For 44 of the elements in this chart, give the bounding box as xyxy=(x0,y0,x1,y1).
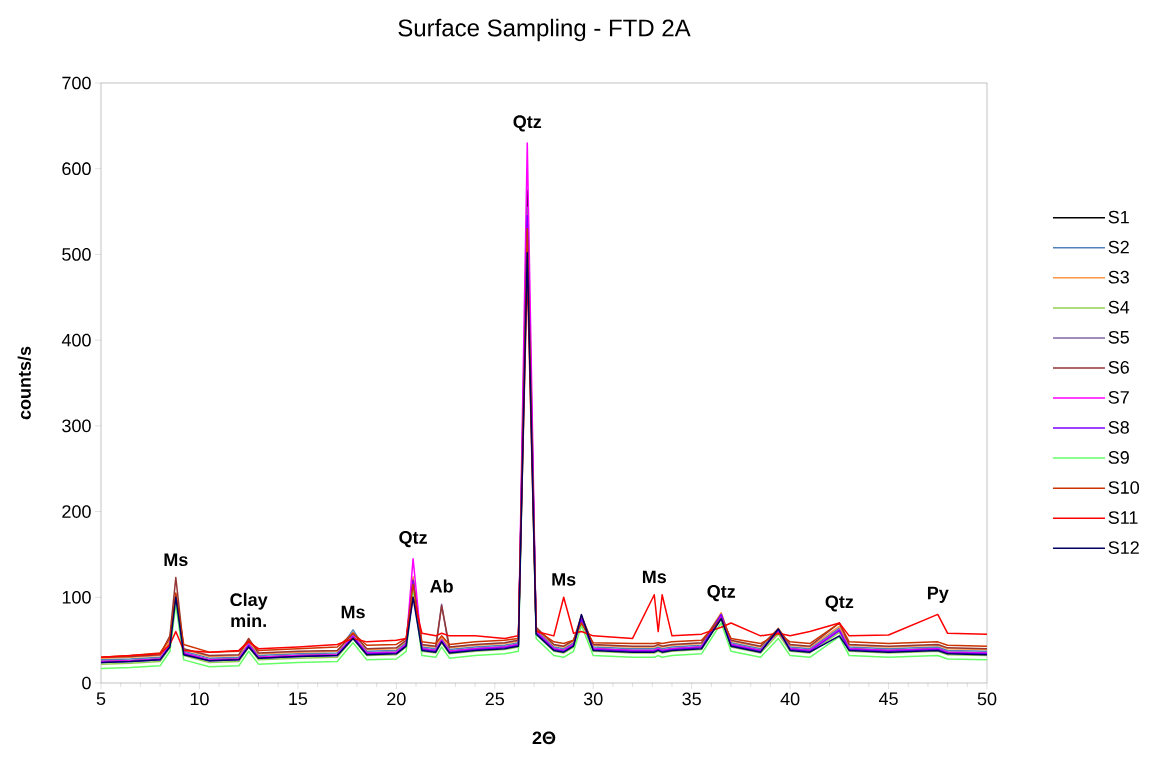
y-tick-label: 600 xyxy=(62,162,91,176)
legend-label: S9 xyxy=(1108,451,1129,464)
y-tick-label: 500 xyxy=(62,248,91,261)
legend-label: S12 xyxy=(1108,541,1139,554)
annotation: Qtz xyxy=(399,531,427,548)
y-tick-label: 0 xyxy=(82,676,91,690)
legend-label: S11 xyxy=(1108,511,1138,524)
x-tick-label: 30 xyxy=(583,692,603,706)
legend-label: S1 xyxy=(1108,210,1129,224)
y-tick-label: 200 xyxy=(62,505,91,518)
legend-label: S7 xyxy=(1108,391,1129,404)
y-tick-label: 300 xyxy=(62,419,91,433)
annotation: Clay min. xyxy=(230,592,268,627)
y-tick-label: 100 xyxy=(62,590,91,604)
annotation: Ms xyxy=(642,570,667,584)
x-tick-label: 50 xyxy=(977,692,997,706)
annotation: Py xyxy=(927,586,949,603)
annotation: Ms xyxy=(164,553,188,567)
legend-label: S2 xyxy=(1108,240,1129,254)
legend-label: S3 xyxy=(1108,270,1129,284)
x-tick-label: 25 xyxy=(485,692,505,706)
x-tick-label: 20 xyxy=(387,692,406,706)
annotation: Qtz xyxy=(513,115,542,132)
y-tick-label: 400 xyxy=(61,333,91,347)
legend-label: S10 xyxy=(1108,481,1140,494)
x-tick-label: 15 xyxy=(289,692,308,706)
annotation: Qtz xyxy=(707,585,736,602)
x-axis-title: 2Θ xyxy=(532,731,556,745)
y-tick-label: 700 xyxy=(62,76,91,90)
legend-label: S6 xyxy=(1108,360,1129,374)
x-tick-label: 10 xyxy=(190,692,209,706)
legend-label: S4 xyxy=(1108,300,1130,314)
annotation: Ms xyxy=(552,573,576,586)
annotation: Ab xyxy=(430,579,453,593)
x-tick-label: 35 xyxy=(682,692,701,706)
legend-label: S5 xyxy=(1108,330,1129,344)
x-tick-label: 40 xyxy=(780,692,800,706)
chart-title: Surface Sampling - FTD 2A xyxy=(398,18,691,42)
legend-label: S8 xyxy=(1108,421,1129,434)
x-tick-label: 5 xyxy=(96,692,106,706)
x-tick-label: 45 xyxy=(878,692,898,706)
y-axis-title: counts/s xyxy=(17,346,32,420)
annotation: Ms xyxy=(341,605,365,619)
annotation: Qtz xyxy=(825,595,854,612)
